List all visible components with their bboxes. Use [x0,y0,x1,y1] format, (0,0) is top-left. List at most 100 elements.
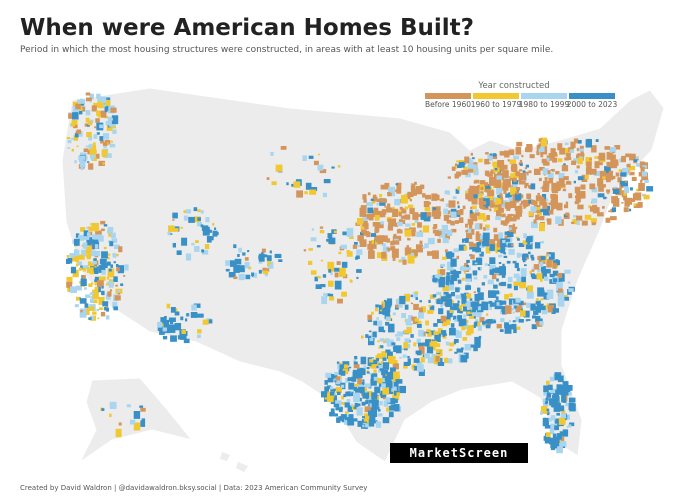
area-patch [413,303,419,310]
area-patch [413,358,420,363]
area-patch [360,356,367,365]
area-patch [466,228,472,234]
area-patch [481,282,485,286]
area-patch [450,306,455,310]
area-patch [475,223,480,230]
area-patch [543,392,547,396]
area-patch [477,322,481,327]
area-patch [646,186,654,192]
area-patch [518,319,524,323]
area-patch [112,129,117,134]
area-patch [507,243,514,248]
area-patch [496,278,499,282]
area-patch [458,217,464,223]
area-patch [594,161,600,169]
area-patch [453,315,457,320]
area-patch [576,154,580,159]
area-patch [330,391,335,396]
area-patch [329,296,335,301]
area-patch [347,377,352,381]
area-patch [111,238,118,243]
area-patch [559,178,565,186]
area-patch [108,268,112,272]
area-patch [508,248,515,255]
area-patch [483,227,487,231]
area-patch [377,413,383,417]
area-patch [369,249,373,252]
area-patch [115,253,119,257]
area-patch [107,268,115,278]
area-patch [79,111,83,115]
area-patch [88,283,93,287]
area-patch [407,356,410,359]
area-patch [88,144,93,149]
area-patch [566,385,573,391]
area-patch [502,170,509,178]
area-patch [480,201,487,205]
area-patch [369,400,373,404]
area-patch [109,117,113,121]
area-patch [527,241,530,245]
area-patch [91,149,97,153]
area-patch [86,232,91,237]
area-patch [562,443,567,447]
area-patch [174,323,182,331]
area-patch [419,230,422,233]
area-patch [529,291,534,294]
area-patch [390,240,395,246]
area-patch [603,196,607,200]
area-patch [92,142,96,146]
area-patch [472,157,475,160]
area-patch [329,386,334,390]
area-patch [543,385,549,392]
area-patch [385,321,390,326]
area-patch [375,304,379,308]
area-patch [197,209,201,213]
area-patch [563,176,569,180]
area-patch [383,376,390,381]
area-patch [462,205,466,210]
area-patch [416,320,422,327]
area-patch [100,311,106,317]
area-patch [112,253,117,258]
area-patch [505,193,510,198]
area-patch [575,195,581,203]
area-patch [539,223,545,232]
area-patch [344,414,350,419]
area-patch [385,316,391,321]
area-patch [169,324,176,333]
area-patch [617,177,622,183]
area-patch [474,321,479,325]
area-patch [185,209,191,214]
area-patch [422,342,426,346]
area-patch [274,253,282,258]
area-patch [561,165,569,172]
area-patch [80,99,85,105]
area-patch [373,207,379,211]
area-patch [515,308,521,313]
area-patch [528,199,533,204]
area-patch [474,336,481,346]
area-patch [79,160,86,167]
area-patch [531,324,537,330]
area-patch [201,249,205,253]
area-patch [162,335,168,340]
area-patch [473,345,478,352]
area-patch [94,287,99,290]
area-patch [76,145,79,148]
area-patch [357,235,363,241]
area-patch [375,355,380,361]
area-patch [394,404,400,412]
area-patch [562,188,567,192]
area-patch [200,210,204,214]
area-patch [68,113,74,119]
area-patch [493,207,499,212]
area-patch [371,200,376,204]
area-patch [308,260,313,265]
area-patch [374,386,381,394]
area-patch [608,210,611,213]
area-patch [464,314,467,317]
area-patch [266,255,272,261]
area-patch [368,240,372,245]
area-patch [90,296,93,299]
